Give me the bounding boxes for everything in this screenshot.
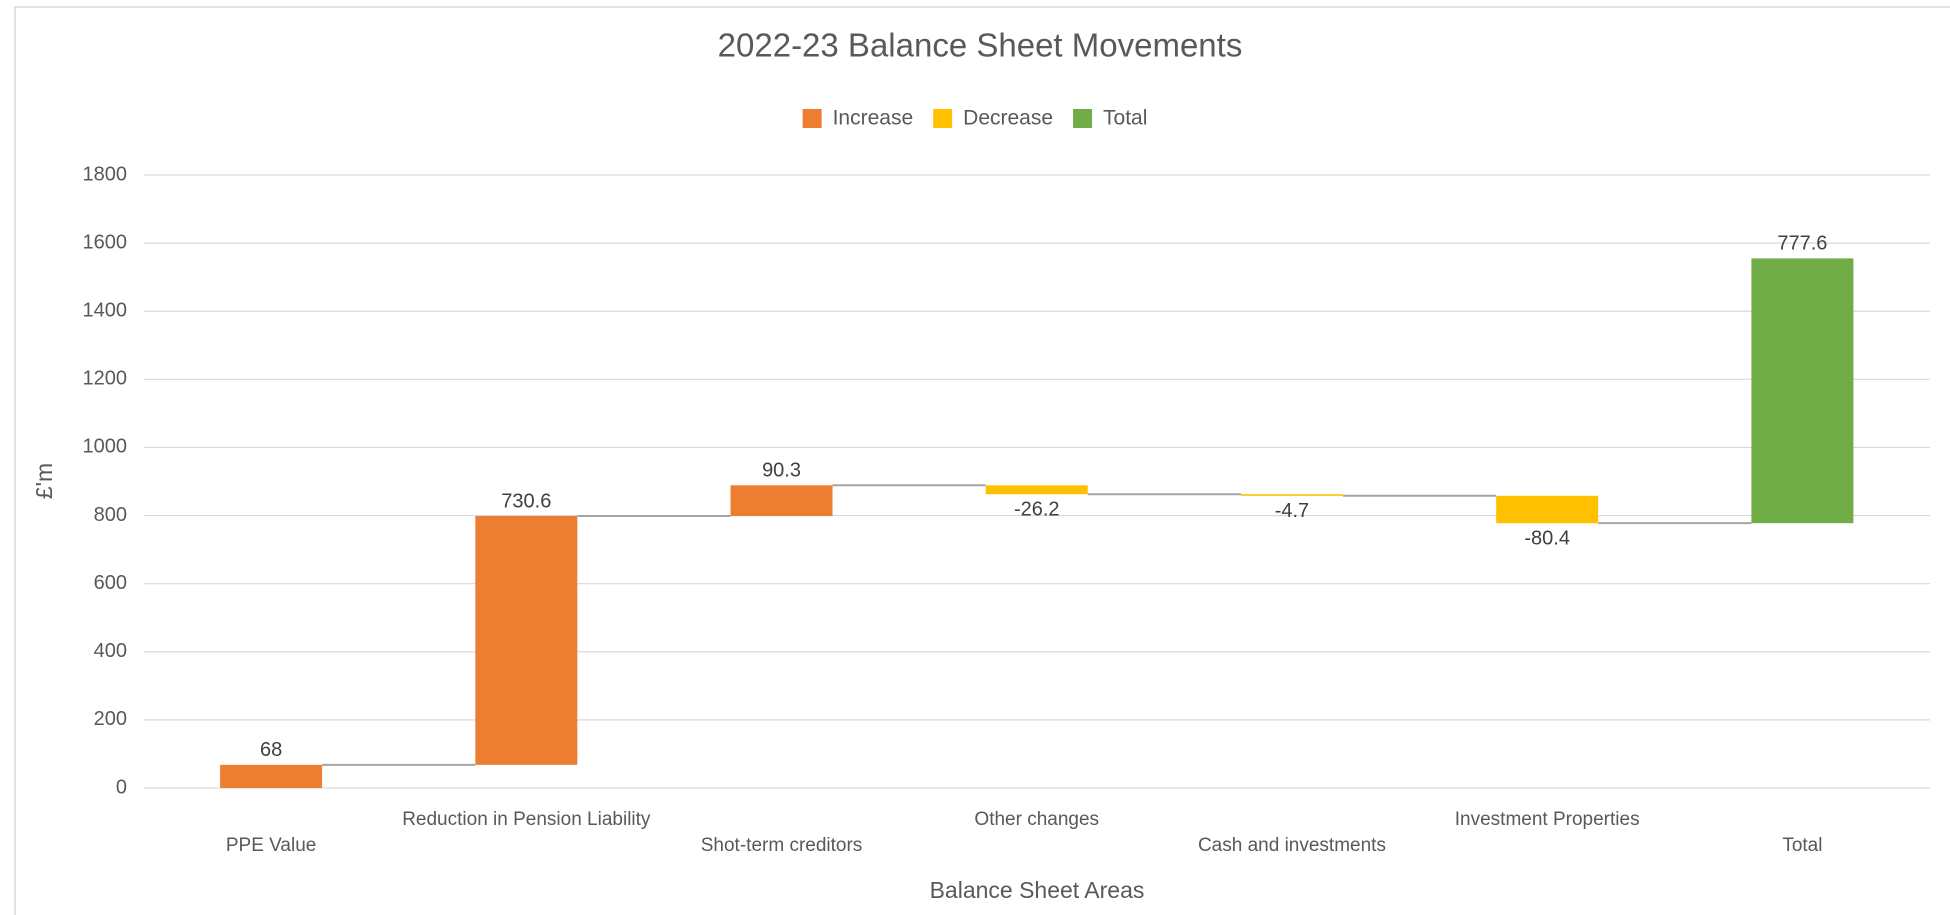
legend-label: Increase bbox=[833, 107, 914, 130]
bar bbox=[1496, 495, 1599, 524]
x-tick-label: Investment Properties bbox=[1455, 809, 1640, 830]
y-tick-label: 800 bbox=[94, 504, 127, 526]
legend-label: Decrease bbox=[963, 107, 1053, 130]
data-label: -26.2 bbox=[1014, 498, 1060, 520]
y-tick-label: 200 bbox=[94, 708, 127, 730]
chart-title: 2022-23 Balance Sheet Movements bbox=[718, 27, 1243, 64]
y-tick-label: 1800 bbox=[83, 163, 128, 185]
bar bbox=[475, 516, 578, 765]
chart-frame bbox=[14, 6, 1950, 915]
x-tick-label: Cash and investments bbox=[1198, 835, 1386, 856]
bar bbox=[1751, 258, 1854, 524]
data-label: 777.6 bbox=[1777, 233, 1827, 255]
y-axis-title: £'m bbox=[31, 463, 57, 499]
y-tick-label: 1000 bbox=[83, 436, 128, 458]
legend-swatch bbox=[1073, 109, 1093, 128]
y-tick-label: 400 bbox=[94, 640, 127, 662]
y-tick-label: 1400 bbox=[83, 300, 128, 322]
x-tick-label: PPE Value bbox=[226, 835, 316, 856]
x-axis-title: Balance Sheet Areas bbox=[930, 877, 1145, 903]
legend-swatch bbox=[933, 109, 953, 128]
data-label: 90.3 bbox=[762, 460, 801, 482]
legend: Increase Decrease Total bbox=[802, 107, 1147, 130]
data-label: 68 bbox=[260, 739, 282, 761]
y-tick-label: 0 bbox=[116, 776, 127, 798]
data-label: -4.7 bbox=[1275, 500, 1309, 522]
x-tick-label: Shot-term creditors bbox=[701, 835, 863, 856]
y-tick-label: 600 bbox=[94, 572, 127, 594]
x-tick-label: Reduction in Pension Liability bbox=[402, 809, 651, 830]
data-label: -80.4 bbox=[1524, 527, 1570, 549]
data-label: 730.6 bbox=[501, 490, 551, 512]
bar bbox=[730, 485, 833, 517]
bar bbox=[985, 485, 1088, 495]
bar bbox=[220, 764, 323, 788]
legend-label: Total bbox=[1103, 107, 1147, 130]
y-tick-label: 1600 bbox=[83, 231, 128, 253]
x-tick-label: Other changes bbox=[974, 809, 1099, 830]
y-tick-label: 1200 bbox=[83, 368, 128, 390]
legend-swatch bbox=[802, 109, 822, 128]
x-tick-label: Total bbox=[1782, 835, 1822, 856]
bar bbox=[1240, 494, 1343, 496]
